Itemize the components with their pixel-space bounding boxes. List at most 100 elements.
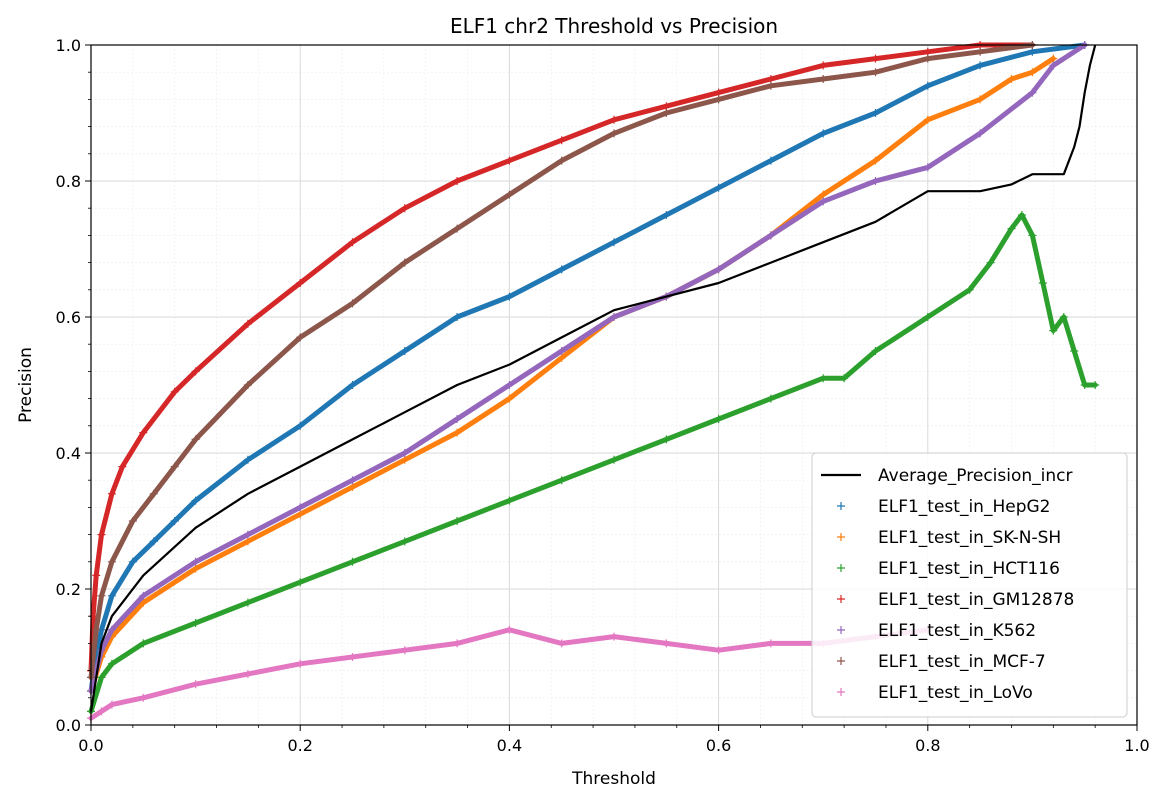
data-point bbox=[557, 265, 566, 274]
data-point bbox=[348, 381, 357, 389]
data-point bbox=[453, 224, 462, 233]
x-tick-label: 1.0 bbox=[1124, 736, 1149, 755]
data-point bbox=[505, 625, 514, 634]
data-point bbox=[819, 61, 828, 70]
data-point bbox=[107, 659, 116, 668]
data-point bbox=[296, 659, 305, 668]
data-point bbox=[505, 190, 514, 199]
data-point bbox=[107, 591, 116, 600]
data-point bbox=[662, 435, 671, 444]
data-point bbox=[714, 95, 723, 104]
legend-item: ELF1_test_in_SK-N-SH bbox=[837, 528, 1061, 548]
data-point bbox=[296, 510, 305, 519]
data-point bbox=[766, 156, 775, 165]
data-point bbox=[191, 564, 200, 573]
data-point bbox=[348, 557, 357, 566]
data-point bbox=[662, 102, 671, 111]
y-tick-label: 0.6 bbox=[56, 308, 81, 327]
data-point bbox=[453, 639, 462, 648]
legend-item: ELF1_test_in_LoVo bbox=[837, 683, 1033, 703]
data-point bbox=[170, 387, 179, 396]
data-point bbox=[1049, 61, 1058, 70]
x-axis-label: Threshold bbox=[571, 769, 656, 789]
data-point bbox=[191, 619, 200, 627]
data-point bbox=[107, 557, 116, 566]
data-point bbox=[1028, 231, 1037, 240]
data-point bbox=[871, 347, 880, 355]
data-point bbox=[871, 109, 880, 117]
data-point bbox=[976, 95, 985, 104]
data-point bbox=[871, 156, 880, 165]
data-point bbox=[400, 646, 409, 655]
series-ELF1_test_in_HCT116 bbox=[87, 211, 1100, 716]
data-point bbox=[296, 578, 305, 587]
data-point bbox=[107, 489, 116, 498]
data-point bbox=[348, 299, 357, 308]
data-point bbox=[348, 483, 357, 491]
x-tick-label: 0.2 bbox=[287, 736, 312, 755]
data-point bbox=[557, 476, 566, 485]
data-point bbox=[139, 428, 148, 437]
legend: Average_Precision_incr ELF1_test_in_HepG2… bbox=[811, 452, 1128, 718]
data-point bbox=[1091, 381, 1100, 389]
legend-swatch bbox=[837, 626, 845, 634]
x-tick-label: 0.4 bbox=[497, 736, 522, 755]
data-point bbox=[296, 279, 305, 287]
legend-item: ELF1_test_in_K562 bbox=[837, 621, 1036, 641]
data-point bbox=[170, 517, 179, 525]
data-point bbox=[766, 231, 775, 240]
data-point bbox=[97, 707, 106, 716]
data-point bbox=[191, 367, 200, 376]
legend-swatch bbox=[837, 595, 845, 603]
legend-label: ELF1_test_in_SK-N-SH bbox=[878, 528, 1061, 548]
data-point bbox=[243, 319, 252, 328]
data-point bbox=[243, 381, 252, 389]
data-point bbox=[453, 517, 462, 525]
data-point bbox=[453, 177, 462, 185]
data-point bbox=[923, 47, 932, 56]
data-point bbox=[149, 489, 158, 498]
data-point bbox=[1028, 47, 1037, 56]
legend-label: Average_Precision_incr bbox=[878, 466, 1073, 486]
legend-swatch bbox=[837, 533, 845, 541]
y-tick-label: 0.2 bbox=[56, 580, 81, 599]
data-point bbox=[662, 639, 671, 648]
data-point bbox=[1049, 54, 1058, 63]
plot-series bbox=[87, 41, 1100, 723]
data-point bbox=[766, 394, 775, 403]
data-point bbox=[923, 115, 932, 124]
legend-item: ELF1_test_in_HepG2 bbox=[837, 497, 1050, 517]
data-point bbox=[128, 517, 137, 525]
data-point bbox=[243, 670, 252, 678]
data-point bbox=[400, 204, 409, 213]
data-point bbox=[1070, 347, 1079, 355]
data-point bbox=[128, 557, 137, 566]
data-point bbox=[400, 347, 409, 355]
legend-label: ELF1_test_in_MCF-7 bbox=[878, 652, 1046, 672]
axis-ticks: 0.0 0.2 0.4 0.6 0.8 1.0 0.0 0.2 0.4 0.6 0.8 1.0 bbox=[56, 36, 1150, 755]
legend-label: ELF1_test_in_K562 bbox=[878, 621, 1036, 641]
data-point bbox=[840, 374, 849, 383]
legend-item: ELF1_test_in_HCT116 bbox=[837, 559, 1060, 579]
data-point bbox=[348, 476, 357, 485]
data-point bbox=[923, 54, 932, 63]
data-point bbox=[97, 673, 106, 682]
data-point bbox=[139, 598, 148, 607]
data-point bbox=[662, 211, 671, 219]
legend-item: Average_Precision_incr bbox=[821, 466, 1073, 486]
data-point bbox=[453, 313, 462, 321]
data-point bbox=[191, 557, 200, 566]
data-point bbox=[505, 292, 514, 301]
y-tick-label: 0.4 bbox=[56, 444, 81, 463]
data-point bbox=[505, 156, 514, 165]
data-point bbox=[965, 285, 974, 294]
data-point bbox=[170, 462, 179, 471]
data-point bbox=[296, 503, 305, 512]
data-point bbox=[766, 75, 775, 83]
x-tick-label: 0.0 bbox=[78, 736, 103, 755]
data-point bbox=[871, 54, 880, 63]
data-point bbox=[819, 190, 828, 199]
data-point bbox=[107, 700, 116, 709]
data-point bbox=[819, 197, 828, 206]
